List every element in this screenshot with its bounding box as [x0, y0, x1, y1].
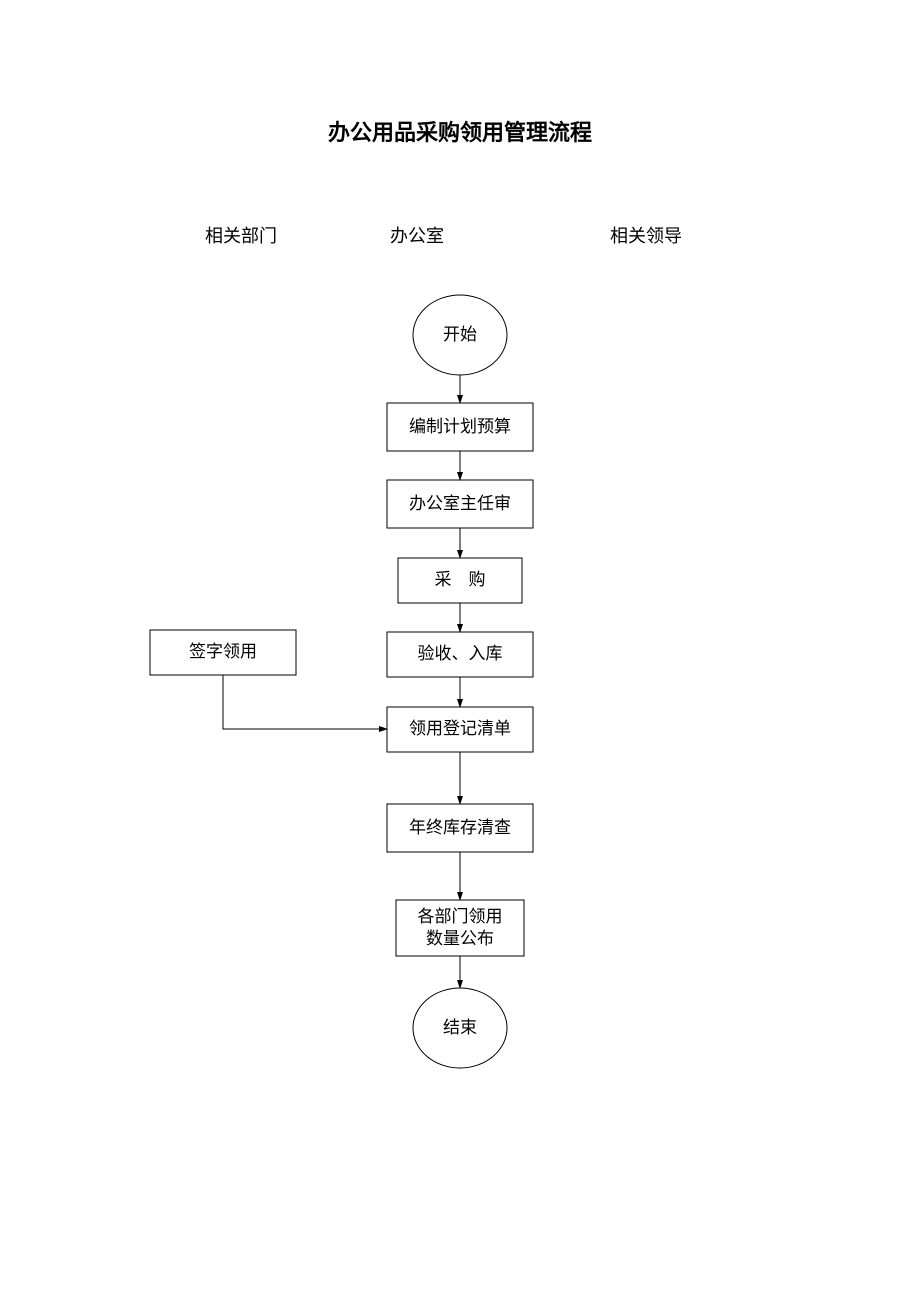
node-label-n3: 采 购: [398, 558, 522, 603]
node-label-n6: 年终库存清查: [387, 804, 533, 852]
node-label-side: 签字领用: [150, 630, 296, 675]
elbow-edge-0: [223, 675, 387, 729]
node-label-end: 结束: [413, 988, 507, 1068]
node-label-n4: 验收、入库: [387, 632, 533, 677]
node-label-n1: 编制计划预算: [387, 403, 533, 451]
node-label-n2: 办公室主任审: [387, 480, 533, 528]
node-label-start: 开始: [413, 295, 507, 375]
node-label-n5: 领用登记清单: [387, 707, 533, 752]
node-label-n7: 各部门领用 数量公布: [396, 900, 524, 956]
